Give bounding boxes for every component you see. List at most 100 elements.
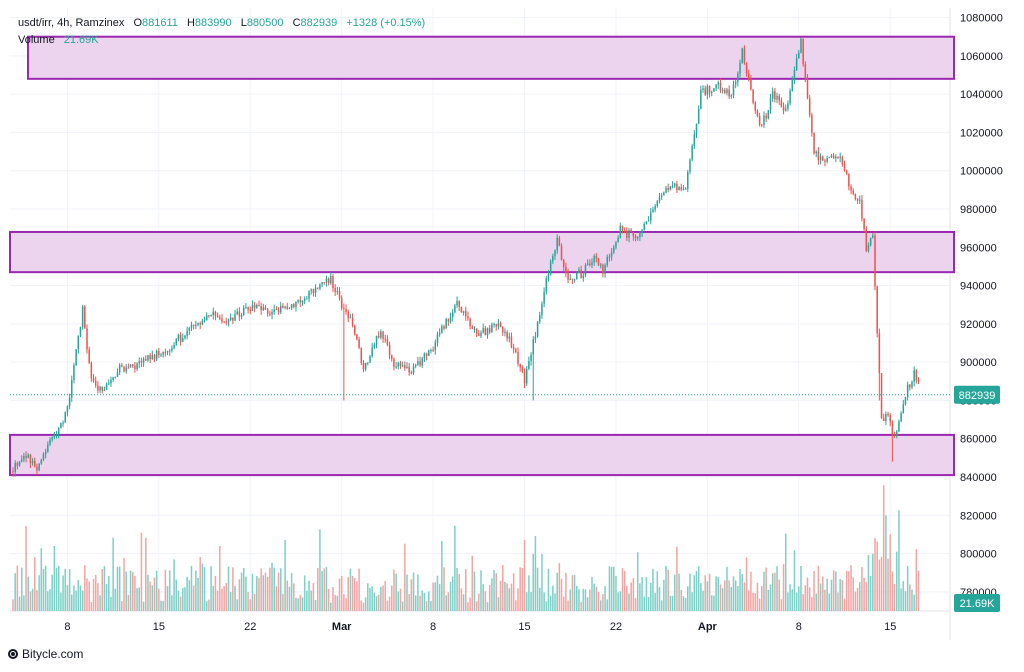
volume-bar [645,577,648,611]
volume-bar [97,583,99,611]
volume-bar [602,594,604,611]
candle-body [182,337,184,342]
volume-bar [502,565,504,611]
volume-bar [889,534,891,611]
candle-body [458,300,460,307]
brand[interactable]: Bitycle.com [8,647,83,661]
volume-bar [467,602,469,611]
volume-bar [360,600,363,611]
volume-bar [541,553,543,611]
candle-body [147,355,149,361]
candle-body [195,324,197,326]
candle-body [399,362,402,367]
candle-body [702,88,704,90]
volume-bar [497,597,500,611]
volume-bar [123,558,125,611]
volume-bar [358,568,360,611]
candle-body [264,307,267,310]
candle-body [404,365,406,369]
volume-bar [623,570,626,611]
volume-bar [536,567,539,611]
volume-bar [260,568,262,611]
candle-body [375,335,378,345]
candle-body [615,242,617,248]
symbol-label[interactable]: usdt/irr, 4h, Ramzinex [18,17,125,29]
volume-bar [175,579,178,611]
volume-bar [663,579,665,611]
x-axis[interactable]: 8 15 22 Mar 8 15 22 Apr 8 15 [64,621,896,633]
candle-body [782,106,785,111]
volume-bar [643,596,646,611]
volume-bar [336,595,339,611]
candle-body [665,187,667,193]
candle-body [203,320,206,322]
candle-body [906,384,909,398]
candle-body [427,350,430,356]
candle-body [499,323,502,328]
candle-body [319,284,321,289]
volume-bar [266,576,269,611]
brand-label: Bitycle.com [22,647,84,661]
volume-bar [151,585,154,611]
candle-body [321,282,323,285]
y-axis[interactable]: 1080000 1060000 1040000 1020000 1000000 98000… [960,13,1003,599]
volume-bar [12,599,14,611]
volume-bar [636,552,639,611]
candle-body [245,307,247,309]
volume-bar [552,585,554,611]
candles [12,37,920,477]
volume-bar [837,592,839,611]
volume-bar [776,566,778,611]
volume-bar [525,592,528,611]
candle-body [882,418,885,421]
candle-body [166,351,169,353]
candle-body [136,363,138,370]
volume-bar [667,569,669,611]
candle-body [23,455,25,460]
volume-bar [68,569,71,611]
volume-bar [171,595,173,611]
volume-bar [179,596,182,611]
volume-bar [142,601,145,611]
candle-body [64,412,67,423]
candle-body [40,459,43,464]
candle-body [110,379,112,384]
volume-bar [589,589,591,611]
candle-body [29,454,32,464]
candle-body [51,437,53,440]
volume-bar [641,577,643,611]
candle-body [517,352,519,364]
volume-bar [14,573,16,611]
candle-body [634,236,637,239]
volume-bar [756,582,759,611]
volume-bar [606,599,609,611]
candle-body [708,85,711,94]
volume-bar [275,586,278,611]
open-value: 881611 [142,17,178,29]
volume-bar [201,563,204,611]
volume-bar [454,525,456,611]
close-value: 882939 [300,17,338,29]
candle-body [828,157,831,159]
volume-bar [138,587,141,611]
volume-bar [734,580,737,611]
candle-body [253,304,256,309]
volume-bar [717,576,720,611]
candle-body [190,324,193,329]
volume-bar [499,580,502,611]
candle-body [49,439,51,445]
volume-bar [591,577,593,611]
volume-bar [214,575,217,611]
volume-bar [290,573,293,611]
candle-body [53,434,56,438]
candle-body [184,335,186,338]
candle-body [802,38,804,65]
candle-body [153,354,156,360]
volume-label[interactable]: Volume [18,34,55,46]
candle-body [384,338,386,340]
volume-bar [798,586,800,611]
candle-body [168,350,171,352]
y-tick-label: 800000 [960,549,997,561]
candle-body [784,108,787,111]
